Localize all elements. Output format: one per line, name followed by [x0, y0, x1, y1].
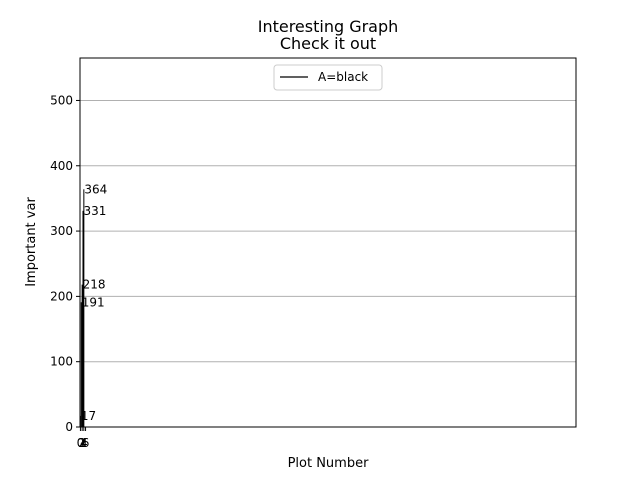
data-label: 218 [83, 278, 106, 292]
y-tick-label: 500 [50, 93, 73, 107]
chart-subtitle: Check it out [280, 34, 376, 53]
x-tick-label: 4 [80, 436, 88, 450]
legend-label: A=black [318, 70, 368, 84]
y-tick-label: 400 [50, 159, 73, 173]
bar [81, 284, 83, 427]
data-label: 364 [84, 182, 107, 196]
grid-lines [80, 99, 576, 363]
x-tick-label: 6 [82, 436, 90, 450]
y-tick-label: 300 [50, 224, 73, 238]
y-axis-ticks: 0 100 200 300 400 500 [50, 93, 80, 434]
data-labels: 17 191 218 331 364 [81, 182, 107, 423]
bar [82, 210, 84, 427]
y-tick-label: 200 [50, 289, 73, 303]
bar [80, 302, 82, 427]
chart-title: Interesting Graph [258, 17, 399, 36]
legend: A=black [273, 64, 383, 91]
x-axis-label: Plot Number [288, 456, 370, 471]
data-label: 331 [83, 204, 106, 218]
data-label: 17 [81, 409, 96, 423]
bar [83, 189, 85, 427]
x-tick-label: 2 [78, 436, 86, 450]
x-tick-label: 0 [77, 436, 85, 450]
y-tick-label: 100 [50, 355, 73, 369]
data-label: 191 [82, 295, 105, 309]
plot-frame [79, 57, 577, 428]
y-axis-label: Important var [24, 197, 39, 287]
legend-box [273, 64, 383, 91]
y-tick-label: 0 [65, 420, 73, 434]
